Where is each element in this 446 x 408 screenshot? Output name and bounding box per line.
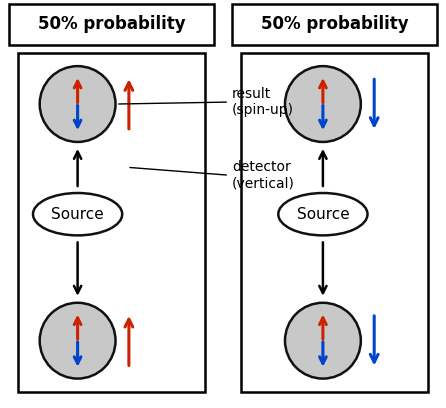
Text: 50% probability: 50% probability bbox=[38, 16, 185, 33]
Bar bbox=[18, 53, 205, 392]
Ellipse shape bbox=[285, 303, 361, 379]
Text: Source: Source bbox=[297, 207, 349, 222]
Text: 50% probability: 50% probability bbox=[261, 16, 408, 33]
Ellipse shape bbox=[33, 193, 122, 235]
Text: Source: Source bbox=[51, 207, 104, 222]
Ellipse shape bbox=[278, 193, 368, 235]
Bar bbox=[9, 4, 214, 45]
Ellipse shape bbox=[40, 303, 116, 379]
Ellipse shape bbox=[285, 66, 361, 142]
Ellipse shape bbox=[40, 66, 116, 142]
Text: detector
(vertical): detector (vertical) bbox=[130, 160, 295, 191]
Text: result
(spin-up): result (spin-up) bbox=[119, 87, 294, 117]
Bar bbox=[232, 4, 437, 45]
Bar bbox=[241, 53, 428, 392]
